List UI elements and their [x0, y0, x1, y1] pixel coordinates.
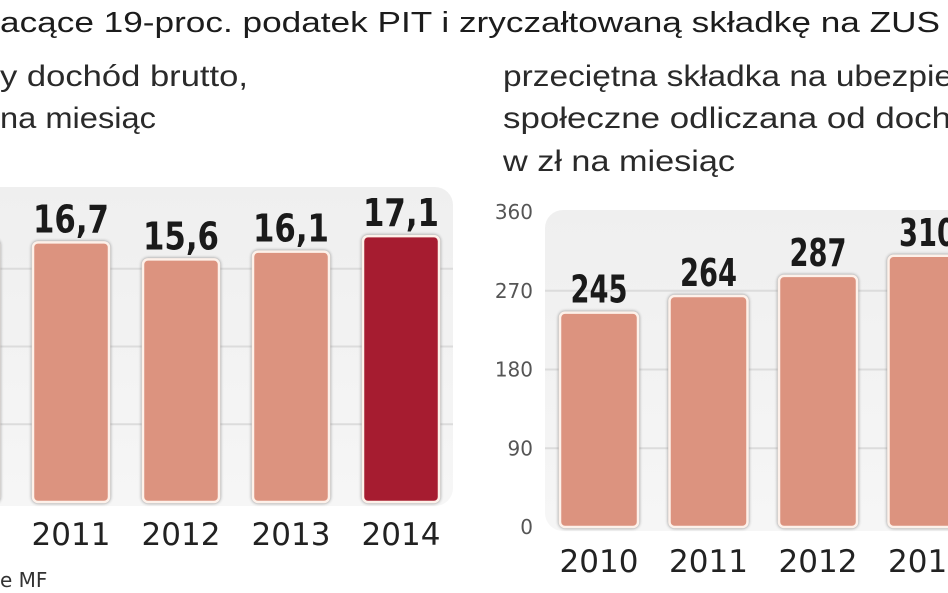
x-tick-label-2011: 2011 — [669, 544, 748, 580]
bar-2011 — [31, 241, 111, 504]
bar-2014 — [361, 234, 441, 504]
bar-2012 — [141, 258, 221, 504]
x-tick-label-2010: 2010 — [560, 544, 639, 580]
x-tick-label-2013: 2013 — [252, 517, 331, 553]
data-label-2012: 15,6 — [143, 214, 219, 258]
bar-2013 — [887, 254, 948, 529]
left-subtitle-line-1: y dochód brutto, — [0, 60, 248, 93]
data-label-2010: 245 — [571, 268, 628, 312]
source-note: e MF — [0, 568, 47, 592]
y-tick-label: 360 — [495, 200, 533, 224]
right-bar-chart: 0 90 180 270 360 245 2010 264 2011 287 2012 310 2013 — [495, 200, 948, 580]
x-tick-label-2012: 2012 — [779, 544, 858, 580]
x-tick-label-2011: 2011 — [32, 517, 111, 553]
y-tick-label: 90 — [508, 436, 533, 460]
y-tick-label: 0 — [520, 515, 533, 539]
data-label-2013: 310 — [899, 211, 948, 255]
data-label-2013: 16,1 — [253, 207, 329, 251]
bar-2012 — [777, 274, 859, 529]
data-label-2014: 17,1 — [363, 191, 439, 235]
y-tick-label: 270 — [495, 279, 533, 303]
data-label-2011: 264 — [680, 251, 737, 295]
bar-2013 — [251, 250, 331, 504]
x-tick-label-2012: 2012 — [142, 517, 221, 553]
data-label-2011: 16,7 — [33, 197, 109, 241]
data-label-2012: 287 — [790, 231, 847, 275]
left-subtitle-line-2: na miesiąc — [0, 102, 156, 135]
x-tick-label-2013: 2013 — [888, 544, 948, 580]
right-subtitle-line-2: społeczne odliczana od doch — [503, 102, 948, 135]
right-subtitle-line-3: w zł na miesiąc — [502, 145, 735, 178]
bar-2010 — [558, 311, 640, 529]
x-tick-label-2014: 2014 — [362, 517, 441, 553]
bar-2011 — [668, 294, 749, 529]
right-subtitle-line-1: przeciętna składka na ubezpie — [503, 60, 948, 93]
chart-title: acące 19-proc. podatek PIT i zryczałtowa… — [0, 7, 940, 39]
y-tick-label: 180 — [495, 358, 533, 382]
